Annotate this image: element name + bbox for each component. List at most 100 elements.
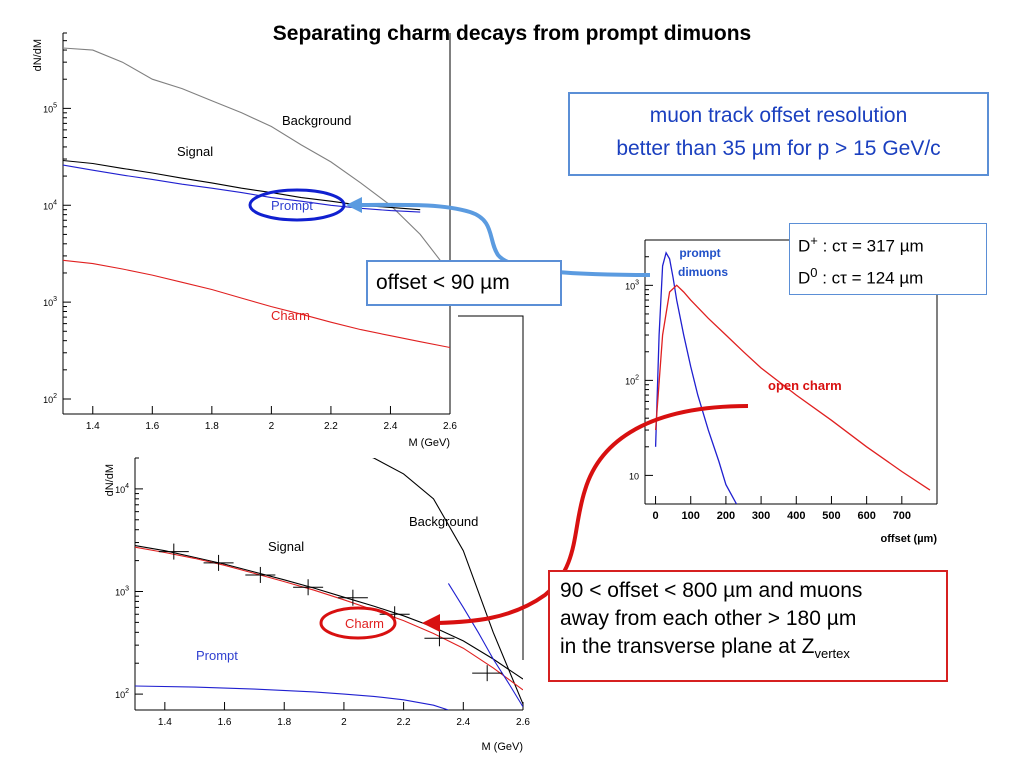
- series-line-prompt-dimuons: [654, 251, 738, 504]
- x-tick-label: 1.4: [86, 421, 100, 432]
- y-tick-base: 10: [43, 201, 53, 211]
- red-arrow: [437, 404, 749, 625]
- x-tick-label: 600: [857, 510, 875, 522]
- series-line-prompt: [135, 685, 449, 710]
- lifetime-callout: D+ : cτ = 317 µm D0 : cτ = 124 µm: [789, 223, 987, 295]
- x-tick-label: 500: [822, 510, 840, 522]
- y-tick-base: 10: [115, 690, 125, 700]
- x-tick-label: 2.6: [516, 717, 530, 728]
- series-line-signal: [135, 545, 523, 680]
- prompt-dimuons-label-1: prompt: [679, 246, 720, 260]
- connector-line: [458, 315, 524, 660]
- prompt-highlight-ellipse: [248, 188, 346, 222]
- x-tick-label: 1.4: [158, 717, 172, 728]
- series-line-charm: [63, 259, 450, 349]
- y-tick-label: 10: [629, 471, 639, 481]
- x-tick-label: 1.6: [218, 717, 232, 728]
- y-tick-base: 10: [43, 298, 53, 308]
- x-axis-label: offset (µm): [881, 533, 938, 545]
- blue-arrowhead: [346, 197, 362, 213]
- prompt-label: Prompt: [196, 648, 238, 663]
- series-line-charm: [135, 546, 523, 691]
- x-axis-label: M (GeV): [481, 741, 523, 753]
- y-tick-label: 102: [625, 374, 639, 386]
- x-tick-label: 1.8: [205, 421, 219, 432]
- x-tick-label: 200: [717, 510, 735, 522]
- y-tick-label: 105: [43, 102, 57, 114]
- x-tick-label: 400: [787, 510, 805, 522]
- y-tick-label: 103: [115, 585, 129, 597]
- y-tick-label: 103: [43, 296, 57, 308]
- charm-cut-line3: in the transverse plane at Zvertex: [560, 635, 850, 662]
- x-tick-label: 2.2: [397, 717, 411, 728]
- y-tick-exponent: 4: [125, 483, 129, 490]
- y-tick-base: 10: [625, 376, 635, 386]
- y-axis-label: dN/dM: [32, 39, 44, 71]
- y-tick-exponent: 3: [53, 296, 57, 303]
- y-axis-label: dN/dM: [104, 464, 116, 496]
- y-tick-base: 10: [115, 485, 125, 495]
- y-tick-exponent: 3: [635, 279, 639, 286]
- charm-highlight-ellipse: [319, 606, 397, 640]
- y-tick-label: 103: [625, 279, 639, 291]
- open-charm-label: open charm: [768, 378, 842, 393]
- x-axis-label: M (GeV): [408, 437, 450, 449]
- series-line-background: [63, 47, 450, 274]
- y-tick-exponent: 3: [125, 585, 129, 592]
- slide-title: Separating charm decays from prompt dimu…: [272, 22, 752, 45]
- y-tick-base: 10: [43, 104, 53, 114]
- x-tick-label: 2: [341, 717, 347, 728]
- x-tick-label: 2.4: [456, 717, 470, 728]
- charm-cut-line1: 90 < offset < 800 µm and muons: [560, 579, 863, 602]
- prompt-label: Prompt: [271, 198, 313, 213]
- signal-label: Signal: [268, 539, 304, 554]
- x-tick-label: 1.8: [277, 717, 291, 728]
- charm-cut-line2: away from each other > 180 µm: [560, 607, 857, 630]
- x-tick-label: 100: [682, 510, 700, 522]
- x-tick-label: 0: [652, 510, 658, 522]
- y-tick-base: 10: [115, 587, 125, 597]
- charm-cut-callout: 90 < offset < 800 µm and muons away from…: [548, 570, 948, 682]
- d0-lifetime: D0 : cτ = 124 µm: [798, 264, 924, 288]
- dplus-lifetime: D+ : cτ = 317 µm: [798, 233, 924, 256]
- series-line-signal: [63, 159, 421, 211]
- y-tick-label: 104: [43, 199, 57, 211]
- offset-cut-callout: offset < 90 µm: [366, 260, 562, 306]
- y-tick-exponent: 2: [635, 374, 639, 381]
- series-group: [654, 251, 931, 504]
- resolution-callout: muon track offset resolution better than…: [568, 92, 989, 176]
- x-tick-label: 2.2: [324, 421, 338, 432]
- red-arrowhead: [422, 614, 440, 632]
- background-label: Background: [282, 113, 351, 128]
- y-tick-base: 10: [625, 281, 635, 291]
- y-tick-base: 10: [43, 395, 53, 405]
- y-tick-exponent: 2: [53, 393, 57, 400]
- x-tick-label: 1.6: [145, 421, 159, 432]
- resolution-line1: muon track offset resolution: [649, 104, 908, 127]
- series-line-background: [372, 458, 523, 705]
- y-tick-label: 102: [43, 393, 57, 405]
- x-tick-label: 2.4: [384, 421, 398, 432]
- x-tick-label: 300: [752, 510, 770, 522]
- y-tick-base: 10: [629, 471, 639, 481]
- x-tick-label: 700: [893, 510, 911, 522]
- y-tick-exponent: 4: [53, 199, 57, 206]
- y-tick-exponent: 2: [125, 688, 129, 695]
- charm-label: Charm: [345, 616, 384, 631]
- resolution-line2: better than 35 µm for p > 15 GeV/c: [616, 137, 941, 160]
- series-line-open-charm: [654, 284, 931, 491]
- signal-label: Signal: [177, 144, 213, 159]
- background-label: Background: [409, 514, 478, 529]
- x-tick-label: 2.6: [443, 421, 457, 432]
- x-tick-label: 2: [269, 421, 275, 432]
- charm-label: Charm: [271, 308, 310, 323]
- y-tick-exponent: 5: [53, 102, 57, 109]
- y-tick-label: 104: [115, 483, 129, 495]
- series-group: [135, 458, 523, 710]
- prompt-dimuons-label-2: dimuons: [678, 265, 728, 279]
- series-line-background: [447, 583, 523, 708]
